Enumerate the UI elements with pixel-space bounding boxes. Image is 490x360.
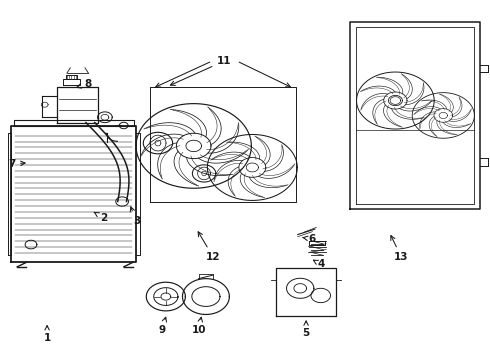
Text: 7: 7: [8, 159, 25, 169]
Text: 11: 11: [171, 56, 232, 85]
Text: 10: 10: [191, 317, 206, 335]
Text: 3: 3: [130, 207, 140, 226]
Text: 9: 9: [158, 317, 167, 335]
Text: 5: 5: [302, 321, 310, 338]
Text: 12: 12: [198, 232, 220, 262]
Text: 1: 1: [44, 325, 51, 343]
Text: 4: 4: [314, 259, 324, 269]
Text: 8: 8: [77, 79, 91, 89]
Text: 2: 2: [94, 212, 107, 222]
Text: 6: 6: [303, 234, 316, 244]
Text: 13: 13: [391, 235, 409, 262]
